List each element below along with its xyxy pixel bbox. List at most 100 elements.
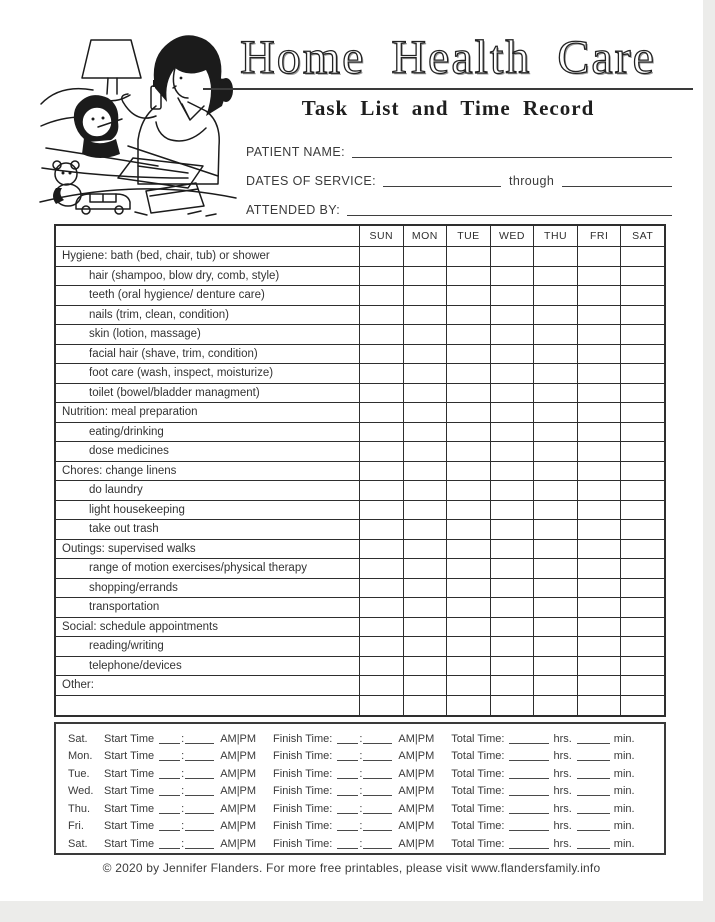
- task-day-cell: [621, 423, 664, 442]
- time-record-row: Fri. Start Time: AM|PM Finish Time:: AM|PM To…: [68, 815, 654, 832]
- task-day-cell: [491, 325, 535, 344]
- task-day-cell: [534, 266, 578, 285]
- task-day-cell: [578, 617, 622, 636]
- task-day-cell: [578, 559, 622, 578]
- finish-hour-blank: [337, 802, 359, 814]
- task-day-cell: [534, 481, 578, 500]
- task-day-cell: [534, 461, 578, 480]
- task-day-cell: [491, 266, 535, 285]
- task-row: toilet (bowel/bladder managment): [56, 383, 664, 403]
- task-day-cell: [534, 247, 578, 266]
- task-day-cell: [621, 384, 664, 403]
- task-day-cell: [404, 247, 448, 266]
- task-day-cell: [578, 305, 622, 324]
- start-ampm-label: AM|PM: [220, 767, 257, 780]
- task-day-cell: [360, 286, 404, 305]
- start-hour-blank: [159, 802, 181, 814]
- time-record-row: Sat. Start Time: AM|PM Finish Time:: AM|PM To…: [68, 833, 654, 850]
- task-row: teeth (oral hygience/ denture care): [56, 286, 664, 306]
- colon: :: [359, 837, 363, 850]
- finish-time-label: Finish Time:: [273, 732, 333, 745]
- task-day-cell: [491, 598, 535, 617]
- day-header-sun: SUN: [360, 226, 404, 246]
- task-label: hair (shampoo, blow dry, comb, style): [56, 266, 360, 285]
- task-day-cell: [534, 442, 578, 461]
- task-day-cell: [491, 520, 535, 539]
- finish-ampm-label: AM|PM: [398, 750, 435, 762]
- start-time-label: Start Time: [104, 802, 155, 815]
- task-day-cell: [621, 462, 664, 481]
- min-label: min.: [613, 785, 635, 797]
- dates-of-service-label: DATES OF SERVICE:: [246, 174, 376, 188]
- task-day-cell: [578, 364, 622, 383]
- total-time-label: Total Time:: [451, 750, 505, 762]
- task-label: take out trash: [56, 520, 360, 539]
- task-day-cell: [447, 383, 491, 402]
- task-day-cell: [578, 695, 622, 715]
- task-row: transportation: [56, 598, 664, 618]
- start-time-label: Start Time: [104, 785, 155, 797]
- task-day-cell: [534, 364, 578, 383]
- title-underline: [203, 88, 693, 90]
- task-label: Outings: supervised walks: [56, 539, 360, 558]
- task-day-cell: [621, 364, 664, 383]
- finish-time-label: Finish Time:: [273, 785, 333, 797]
- start-ampm-label: AM|PM: [220, 785, 257, 797]
- total-minutes-blank: [576, 837, 610, 849]
- task-day-cell: [621, 520, 664, 539]
- task-day-cell: [491, 247, 535, 266]
- day-header-fri: FRI: [578, 226, 622, 246]
- through-label: through: [508, 174, 555, 188]
- task-row: Nutrition: meal preparation: [56, 403, 664, 423]
- task-day-cell: [621, 403, 664, 422]
- task-day-cell: [534, 325, 578, 344]
- task-day-cell: [491, 656, 535, 675]
- task-row: skin (lotion, massage): [56, 325, 664, 345]
- attended-by-blank: [347, 201, 672, 216]
- colon: :: [181, 750, 185, 762]
- time-day-label: Thu.: [68, 802, 91, 815]
- task-day-cell: [360, 637, 404, 656]
- task-label: range of motion exercises/physical thera…: [56, 559, 360, 578]
- task-day-cell: [404, 364, 448, 383]
- task-day-cell: [621, 481, 664, 500]
- task-day-cell: [447, 578, 491, 597]
- time-record-row: Thu. Start Time: AM|PM Finish Time:: AM|PM To…: [68, 798, 654, 815]
- task-day-cell: [447, 364, 491, 383]
- task-row: reading/writing: [56, 637, 664, 657]
- colon: :: [181, 785, 185, 797]
- colon: :: [359, 767, 363, 780]
- time-record-row: Mon. Start Time: AM|PM Finish Time:: AM|PM To…: [68, 745, 654, 762]
- min-label: min.: [613, 732, 635, 745]
- task-day-cell: [447, 461, 491, 480]
- task-day-cell: [621, 579, 664, 598]
- task-day-cell: [404, 481, 448, 500]
- task-day-cell: [360, 539, 404, 558]
- task-label: Social: schedule appointments: [56, 617, 360, 636]
- task-label: toilet (bowel/bladder managment): [56, 383, 360, 402]
- task-day-cell: [360, 364, 404, 383]
- task-label: Nutrition: meal preparation: [56, 403, 360, 422]
- task-day-cell: [491, 286, 535, 305]
- task-day-cell: [360, 266, 404, 285]
- task-row: [56, 695, 664, 715]
- time-day-label: Sat.: [68, 732, 88, 745]
- start-time-label: Start Time: [104, 750, 155, 762]
- task-day-cell: [447, 676, 491, 695]
- dates-of-service-row: DATES OF SERVICE: through: [246, 160, 672, 189]
- task-day-cell: [447, 286, 491, 305]
- start-minute-blank: [185, 802, 215, 814]
- colon: :: [181, 732, 185, 745]
- task-day-cell: [360, 598, 404, 617]
- task-day-cell: [621, 345, 664, 364]
- patient-name-blank: [351, 143, 672, 158]
- task-row: shopping/errands: [56, 578, 664, 598]
- task-day-cell: [621, 306, 664, 325]
- task-day-cell: [404, 617, 448, 636]
- total-time-label: Total Time:: [451, 802, 505, 815]
- task-row: hair (shampoo, blow dry, comb, style): [56, 266, 664, 286]
- finish-hour-blank: [337, 784, 359, 796]
- task-table-header-spacer: [56, 226, 360, 246]
- task-day-cell: [621, 618, 664, 637]
- start-minute-blank: [185, 767, 215, 779]
